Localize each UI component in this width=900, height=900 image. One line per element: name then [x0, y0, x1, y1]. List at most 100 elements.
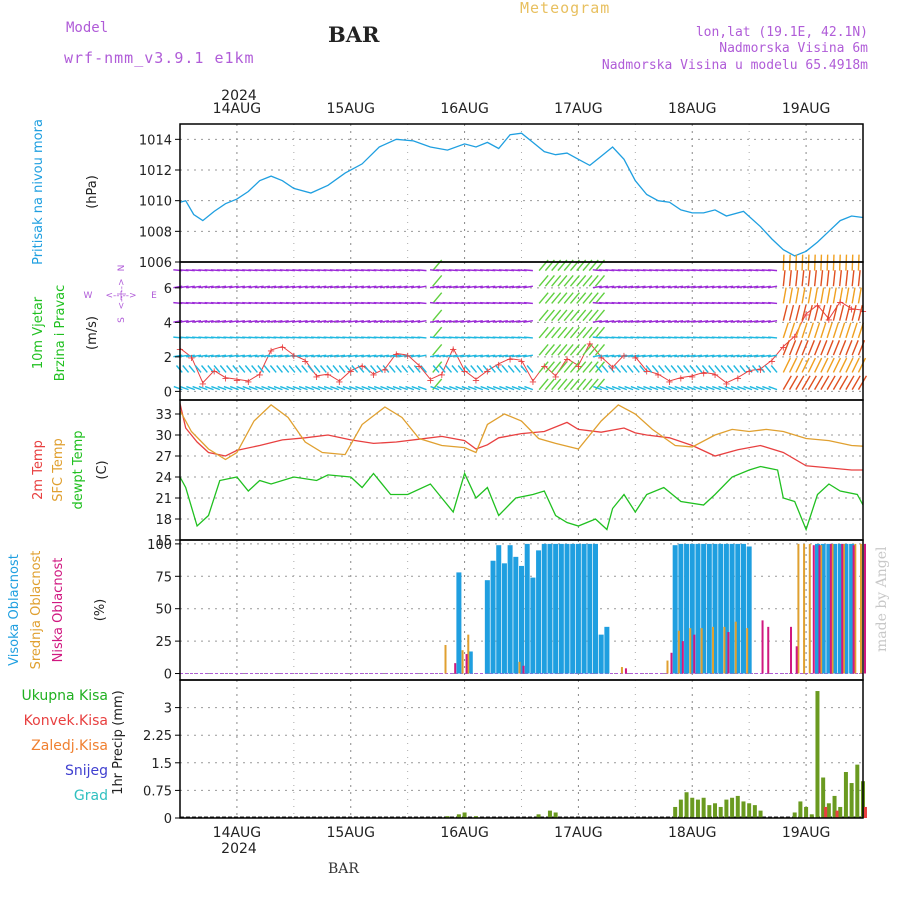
cloud-high-bar	[837, 543, 843, 674]
wind-speed-marker: +	[586, 339, 594, 350]
wind-arrow	[329, 285, 339, 289]
wind-arrow	[686, 319, 696, 323]
precip-total-bar	[758, 810, 763, 818]
wind-arrow	[714, 365, 722, 373]
wind-arrow	[248, 354, 258, 358]
wind-arrow	[492, 354, 502, 358]
wind-arrow	[198, 285, 208, 289]
wind-arrow	[382, 365, 390, 373]
temp-unit-label: (C)	[95, 460, 110, 479]
wind-arrow	[730, 385, 740, 391]
wind-arrow	[432, 361, 443, 373]
wind-arrow	[392, 285, 402, 289]
wind-arrow	[755, 285, 765, 289]
wind-arrow	[761, 285, 771, 289]
wind-arrow	[592, 319, 602, 323]
temperature-y-tick-label: 24	[155, 471, 172, 486]
wind-arrow	[348, 354, 358, 358]
compass-axis-h: <--|-->	[105, 291, 136, 301]
wind-speed-marker: +	[517, 356, 525, 367]
wind-arrow	[223, 319, 233, 323]
wind-arrow	[801, 322, 808, 339]
wind-arrow	[814, 375, 824, 390]
wind-arrow	[601, 365, 609, 373]
wind-arrow	[768, 336, 778, 339]
altitude: Nadmorska Visina 6m	[719, 41, 868, 56]
cloud-y-tick-label: 75	[155, 570, 172, 585]
wind-arrow	[851, 270, 855, 287]
wind-arrow	[749, 385, 759, 391]
precip-total-bar	[809, 814, 814, 818]
wind-arrow	[473, 354, 483, 358]
wind-speed-marker: +	[756, 365, 764, 376]
wind-arrow	[380, 385, 390, 391]
precipitation-y-tick-label: 1.5	[151, 757, 172, 772]
wind-arrow	[244, 365, 252, 373]
wind-arrow	[523, 285, 534, 289]
cloud-mid-bar	[808, 543, 811, 674]
cloud-high-bar	[456, 572, 462, 674]
precip-total-bar	[701, 797, 706, 818]
wind-speed-marker: +	[563, 355, 571, 366]
wind-arrow	[398, 319, 408, 323]
wind-arrow	[417, 269, 427, 272]
wind-arrow	[182, 365, 190, 373]
wind-arrow	[538, 361, 549, 373]
wind-arrow	[788, 287, 794, 304]
wind-arrow	[636, 385, 646, 391]
wind-arrow	[588, 343, 599, 356]
wind-arrow	[192, 385, 202, 391]
wind-speed-marker: +	[255, 370, 263, 381]
wind-arrow	[569, 326, 580, 339]
wind-arrow	[617, 285, 627, 289]
wind-arrow	[285, 354, 296, 358]
wind-arrow	[632, 365, 640, 373]
cloud-mid-bar	[842, 543, 845, 674]
wind-arrow	[768, 319, 778, 323]
temperature-y-tick-label: 27	[155, 450, 172, 465]
wind-arrow	[788, 340, 797, 356]
wind-speed-marker: +	[210, 367, 218, 378]
wind-arrow	[429, 354, 440, 358]
wind-arrow	[768, 285, 778, 289]
wind-arrow	[557, 343, 568, 356]
wind-arrow	[260, 319, 271, 323]
wind-arrow	[267, 385, 277, 391]
wind-arrow	[248, 319, 258, 323]
wind-arrow	[820, 375, 830, 390]
cloud-mid-bar	[712, 626, 715, 674]
precip-total-bar	[849, 783, 854, 818]
wind-arrow	[430, 385, 440, 391]
wind-arrow	[217, 319, 227, 323]
wind-arrow	[686, 385, 696, 391]
wind-arrow	[455, 354, 465, 358]
wind-arrow	[551, 274, 562, 287]
cloud-high-bar	[814, 543, 820, 674]
precip-total-bar	[547, 810, 552, 818]
wind-arrow	[517, 285, 527, 289]
wind-arrow	[712, 385, 721, 391]
wind-arrow	[273, 354, 283, 358]
temperature-y-tick-label: 30	[155, 429, 172, 444]
wind-arrow	[279, 285, 289, 289]
wind-arrow	[438, 365, 446, 373]
wind-arrow	[226, 365, 233, 373]
wind-arrow	[795, 357, 804, 373]
wind-arrow	[795, 375, 805, 390]
wind-arrow	[711, 319, 721, 323]
wind-arrow	[192, 285, 202, 289]
wind-arrow	[342, 385, 352, 391]
wind-arrow	[745, 365, 753, 373]
pressure-y-tick-label: 1006	[139, 256, 172, 271]
date-tick-bottom: 14AUG	[213, 825, 262, 841]
wind-arrow	[649, 385, 659, 391]
cloud-mid-bar	[854, 543, 857, 674]
wind-arrow	[705, 319, 715, 323]
wind-arrow	[569, 292, 580, 304]
wind-arrow	[658, 365, 665, 373]
wind-speed-marker: +	[403, 351, 411, 362]
wind-arrow	[232, 365, 240, 373]
wind-arrow	[311, 385, 321, 391]
wind-arrow	[743, 319, 753, 323]
precip-total-bar	[673, 806, 678, 818]
